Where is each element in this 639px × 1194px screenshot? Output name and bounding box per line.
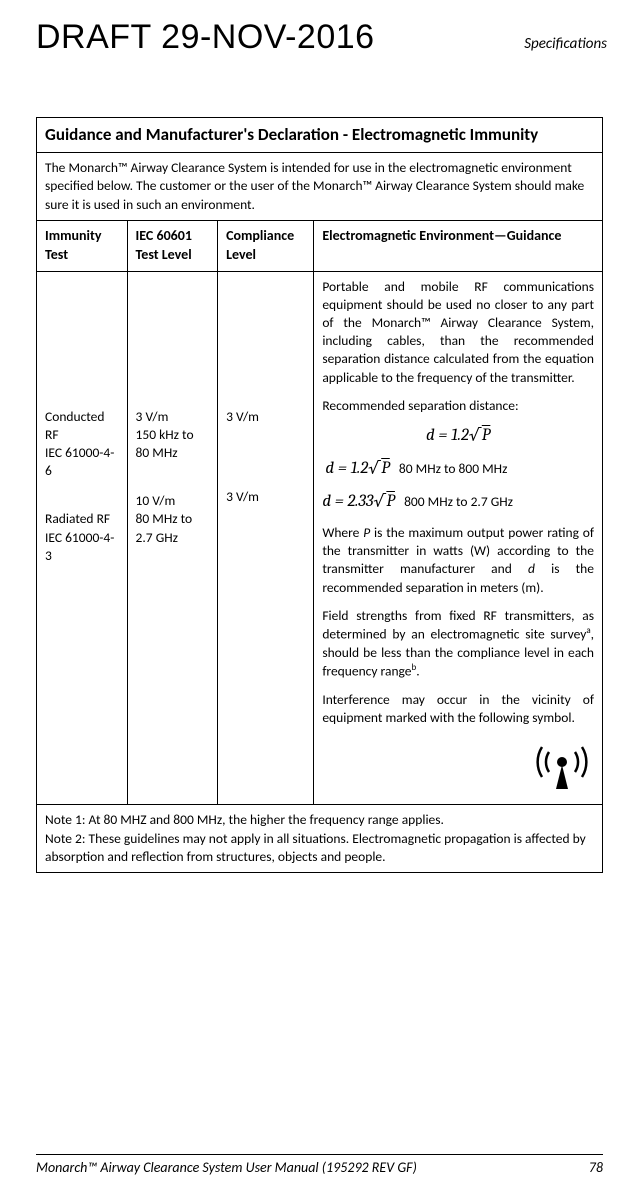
note-2: Note 2: These guidelines may not apply i…: [45, 830, 594, 866]
guidance-p1: Portable and mobile RF communications eq…: [322, 278, 594, 387]
note-1: Note 1: At 80 MHZ and 800 MHz, the highe…: [45, 811, 594, 829]
level1a: 3 V/m: [136, 408, 210, 426]
test2-std: IEC 61000-4-3: [45, 529, 119, 565]
immunity-test-cell: Conducted RF IEC 61000-4-6 Radiated RF I…: [37, 271, 128, 805]
range2: 800 MHz to 2.7 GHz: [404, 493, 513, 510]
draft-stamp: DRAFT 29-NOV-2016: [36, 18, 375, 57]
guidance-cell: Portable and mobile RF communications eq…: [314, 271, 603, 805]
guidance-p3: Where P is the maximum output power rati…: [322, 524, 594, 597]
footer-title: Monarch™ Airway Clearance System User Ma…: [36, 1159, 417, 1176]
formula-3: d = 2.33√P 800 MHz to 2.7 GHz: [322, 491, 594, 514]
level2a: 10 V/m: [136, 492, 210, 510]
col-header-2: IEC 60601 Test Level: [127, 220, 218, 271]
rf-interference-icon: [322, 737, 594, 798]
guidance-p5: Interference may occur in the vicinity o…: [322, 691, 594, 727]
level1b: 150 kHz to 80 MHz: [136, 426, 210, 462]
col-header-4: Electromagnetic Environment—Guidance: [314, 220, 603, 271]
page-footer: Monarch™ Airway Clearance System User Ma…: [36, 1154, 603, 1176]
guidance-p2: Recommended separation distance:: [322, 397, 594, 415]
page-header: DRAFT 29-NOV-2016 Specifications: [36, 18, 603, 57]
table-title: Guidance and Manufacturer's Declaration …: [37, 118, 603, 153]
section-label: Specifications: [524, 35, 607, 53]
comp1: 3 V/m: [226, 408, 305, 426]
test1-name: Conducted RF: [45, 408, 119, 444]
notes-cell: Note 1: At 80 MHZ and 800 MHz, the highe…: [37, 805, 603, 873]
guidance-p4: Field strengths from fixed RF transmitte…: [322, 607, 594, 681]
test-level-cell: 3 V/m 150 kHz to 80 MHz 10 V/m 80 MHz to…: [127, 271, 218, 805]
range1: 80 MHz to 800 MHz: [399, 460, 508, 477]
table-intro: The Monarch™ Airway Clearance System is …: [37, 153, 603, 221]
footer-page: 78: [589, 1159, 603, 1176]
formula-1: d = 1.2√P: [322, 425, 594, 448]
comp2: 3 V/m: [226, 488, 305, 506]
compliance-cell: 3 V/m 3 V/m: [218, 271, 314, 805]
level2b: 80 MHz to 2.7 GHz: [136, 510, 210, 546]
col-header-3: Compliance Level: [218, 220, 314, 271]
test1-std: IEC 61000-4-6: [45, 444, 119, 480]
immunity-table: Guidance and Manufacturer's Declaration …: [36, 117, 603, 873]
col-header-1: Immunity Test: [37, 220, 128, 271]
formula-2: d = 1.2√P 80 MHz to 800 MHz: [322, 458, 594, 481]
test2-name: Radiated RF: [45, 510, 119, 528]
